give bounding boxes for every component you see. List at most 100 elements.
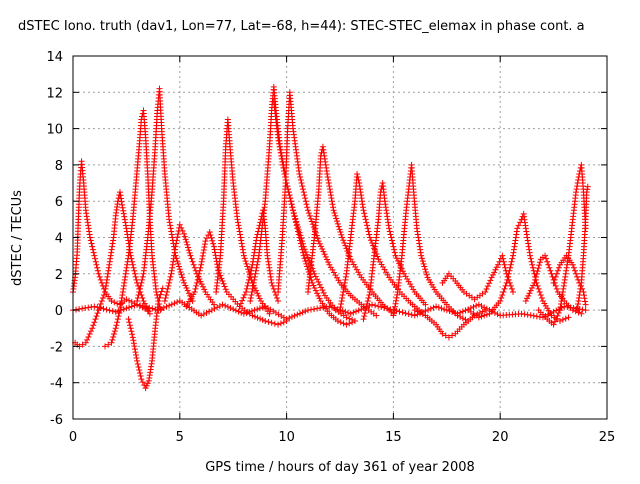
data-point [269, 282, 276, 289]
data-point [582, 301, 589, 308]
data-point [545, 311, 552, 318]
data-point [481, 312, 488, 319]
data-point [529, 261, 536, 268]
data-point [501, 285, 508, 292]
data-point [113, 322, 120, 329]
data-point [250, 279, 257, 286]
data-point [551, 318, 558, 325]
data-point [522, 298, 529, 305]
data-point [198, 261, 205, 268]
data-point [378, 303, 385, 310]
data-point [435, 304, 442, 311]
data-point [343, 245, 350, 252]
data-point [179, 227, 186, 234]
data-point [569, 261, 576, 268]
data-point [278, 152, 285, 159]
data-point [488, 274, 495, 281]
data-point [112, 325, 119, 332]
data-point [236, 225, 243, 232]
data-point [224, 303, 231, 310]
data-point [528, 285, 535, 292]
data-point [438, 305, 445, 312]
data-point [342, 273, 349, 280]
data-point [131, 346, 138, 353]
data-point [84, 336, 91, 343]
data-point [130, 337, 137, 344]
data-point [102, 343, 109, 350]
data-point [439, 330, 446, 337]
data-point [221, 283, 228, 290]
data-point [171, 300, 178, 307]
data-point [136, 288, 143, 295]
data-point [339, 234, 346, 241]
data-point [135, 291, 142, 298]
data-point [388, 237, 395, 244]
data-point [355, 177, 362, 184]
data-point [495, 261, 502, 268]
data-point [109, 308, 116, 315]
data-point [536, 288, 543, 295]
data-point [112, 308, 119, 315]
data-point [253, 264, 260, 271]
data-point [254, 306, 261, 313]
data-point [271, 320, 278, 327]
data-point [326, 303, 333, 310]
y-tick-label: 4 [55, 232, 63, 247]
data-point [163, 303, 170, 310]
data-point [570, 305, 577, 312]
data-point [483, 305, 490, 312]
data-point [89, 243, 96, 250]
data-point [134, 301, 141, 308]
data-point [268, 319, 275, 326]
data-point [305, 210, 312, 217]
data-point [286, 315, 293, 322]
data-point [303, 260, 310, 267]
data-point [245, 276, 252, 283]
data-point [92, 255, 99, 262]
data-point [206, 308, 213, 315]
data-point [353, 308, 360, 315]
y-tick-label: -2 [50, 340, 63, 355]
data-point [375, 303, 382, 310]
data-point [219, 278, 226, 285]
data-point [487, 277, 494, 284]
data-point [234, 216, 241, 223]
data-point [106, 307, 113, 314]
data-point [139, 276, 146, 283]
data-point [533, 313, 540, 320]
data-point [361, 305, 368, 312]
data-point [327, 192, 334, 199]
data-point [90, 322, 97, 329]
data-point [402, 310, 409, 317]
data-point [289, 204, 296, 211]
data-point [425, 306, 432, 313]
data-point [275, 298, 282, 305]
data-point [119, 204, 126, 211]
data-point [550, 308, 557, 315]
data-point [159, 285, 166, 292]
data-point [89, 246, 96, 253]
data-point [527, 255, 534, 262]
data-point [140, 303, 147, 310]
series-15 [360, 180, 429, 323]
data-point [518, 310, 525, 317]
series-24 [70, 298, 589, 323]
data-point [499, 252, 506, 259]
y-axis-label: dSTEC / TECUs [10, 190, 25, 286]
data-point [339, 291, 346, 298]
data-point [178, 271, 185, 278]
data-point [507, 261, 514, 268]
data-point [183, 239, 190, 246]
data-point [366, 302, 373, 309]
data-point [237, 231, 244, 238]
data-point [114, 300, 121, 307]
data-point [392, 252, 399, 259]
data-point [120, 210, 127, 217]
data-point [361, 310, 368, 317]
data-point [454, 310, 461, 317]
data-point [389, 240, 396, 247]
data-point [462, 307, 469, 314]
data-point [551, 276, 558, 283]
data-point [235, 222, 242, 229]
data-point [478, 313, 485, 320]
